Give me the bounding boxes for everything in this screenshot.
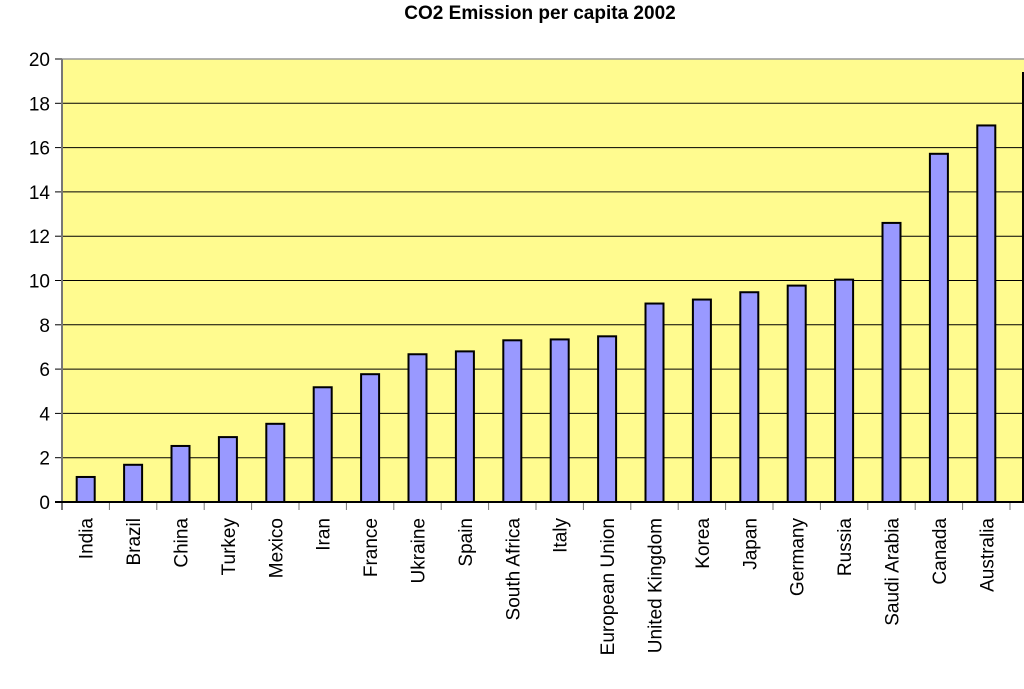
x-category-label: Mexico — [266, 518, 287, 578]
bar-south-africa — [502, 339, 523, 503]
bar-ukraine — [407, 353, 428, 503]
x-category-label: European Union — [598, 518, 619, 655]
x-category-label: Ukraine — [409, 518, 430, 583]
bar-european-union — [597, 335, 618, 503]
bar-korea — [691, 298, 712, 504]
x-category-label: Canada — [930, 518, 951, 585]
bar-russia — [834, 278, 855, 504]
bar-saudi-arabia — [881, 221, 902, 503]
x-category-label: France — [361, 518, 382, 577]
x-category-label: Japan — [740, 518, 761, 570]
x-category-label: Korea — [693, 518, 714, 569]
bar-germany — [786, 284, 807, 504]
x-category-label: China — [172, 518, 193, 568]
bar-brazil — [123, 463, 144, 503]
y-tick-label: 12 — [29, 227, 50, 248]
bar-france — [360, 373, 381, 503]
x-category-label: South Africa — [503, 518, 524, 621]
y-tick-label: 16 — [29, 139, 50, 160]
bar-japan — [739, 291, 760, 503]
x-category-label: Italy — [551, 518, 572, 553]
y-tick-label: 20 — [29, 50, 50, 71]
y-tick-label: 10 — [29, 272, 50, 293]
y-tick-label: 0 — [39, 493, 50, 514]
y-tick-label: 6 — [39, 360, 50, 381]
bar-india — [75, 475, 96, 503]
x-category-label: Turkey — [219, 518, 240, 576]
bar-turkey — [217, 436, 238, 503]
x-category-label: Germany — [788, 518, 809, 597]
y-tick-label: 8 — [39, 316, 50, 337]
x-category-label: Spain — [456, 518, 477, 567]
bar-iran — [312, 386, 333, 503]
bar-mexico — [265, 422, 286, 503]
bar-australia — [976, 124, 997, 503]
x-category-label: Saudi Arabia — [883, 518, 904, 626]
x-category-label: India — [77, 518, 98, 560]
y-tick-label: 18 — [29, 94, 50, 115]
bar-china — [170, 444, 191, 504]
bar-italy — [549, 338, 570, 503]
y-tick-label: 4 — [39, 404, 50, 425]
y-tick-label: 2 — [39, 449, 50, 470]
bar-canada — [928, 152, 949, 503]
x-category-label: Australia — [977, 518, 998, 592]
bar-united-kingdom — [644, 302, 665, 504]
x-category-label: Iran — [314, 518, 335, 551]
x-category-label: United Kingdom — [646, 518, 667, 653]
x-category-label: Russia — [835, 518, 856, 577]
chart-title: CO2 Emission per capita 2002 — [404, 3, 675, 24]
x-category-label: Brazil — [124, 518, 145, 566]
bar-spain — [454, 350, 475, 503]
y-tick-label: 14 — [29, 183, 51, 204]
